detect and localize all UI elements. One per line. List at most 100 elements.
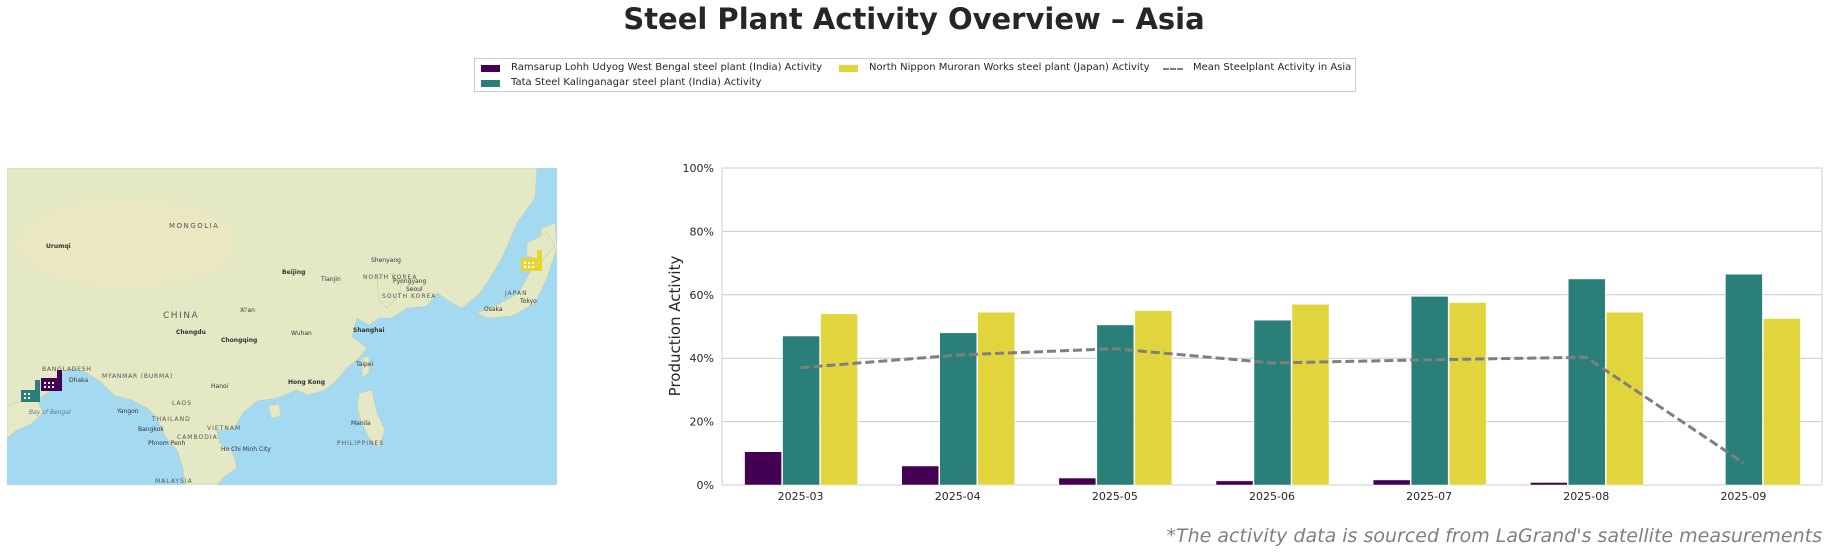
x-axis-ticks: 2025-03 2025-04 2025-05 2025-06 2025-07 2025-… (778, 490, 1767, 503)
map-label-ho-chi-minh-city: Ho Chi Minh City (221, 446, 271, 453)
map-label-mongolia: MONGOLIA (169, 222, 219, 230)
chart-legend: Ramsarup Lohh Udyog West Bengal steel pl… (474, 58, 1356, 92)
y-tick-label: 60% (690, 289, 714, 302)
factory-marker-ramsarup (41, 370, 62, 391)
factory-marker-tata (21, 380, 40, 402)
map-label-chengdu: Chengdu (176, 329, 206, 336)
chart-bars (744, 273, 1801, 486)
map-label-hong-kong: Hong Kong (288, 379, 325, 386)
map-land-korea (376, 272, 403, 309)
map-label-bangladesh: BANGLADESH (42, 366, 92, 373)
map-label-myanmar: MYANMAR (BURMA) (102, 373, 173, 380)
bar-tata-steel-kalinganagar-2025-04 (939, 332, 977, 486)
map-label-phnom-penh: Phnom Penh (148, 440, 186, 447)
map-label-malaysia: MALAYSIA (155, 478, 193, 485)
map-label-cambodia: CAMBODIA (177, 434, 218, 441)
bar-tata-steel-kalinganagar-2025-03 (782, 335, 820, 486)
legend-label-tata: Tata Steel Kalinganagar steel plant (Ind… (511, 77, 762, 88)
map-label-beijing: Beijing (282, 269, 305, 276)
x-tick-label: 2025-07 (1406, 490, 1452, 503)
map-label-south-korea: SOUTH KOREA (382, 293, 436, 300)
bar-north-nippon-muroran-works-2025-06 (1291, 304, 1330, 486)
map-label-china: CHINA (163, 311, 199, 321)
y-tick-label: 80% (690, 225, 714, 238)
map-label-philippines: PHILIPPINES (337, 440, 384, 447)
bar-north-nippon-muroran-works-2025-08 (1606, 311, 1644, 486)
x-tick-label: 2025-08 (1563, 490, 1609, 503)
map-land-hainan (268, 403, 282, 419)
asia-map: MONGOLIA CHINA NORTH KOREA SOUTH KOREA J… (7, 168, 557, 485)
map-label-xian: Xi'an (240, 307, 255, 314)
legend-label-north-nippon: North Nippon Muroran Works steel plant (… (869, 62, 1150, 73)
map-land-japan (476, 222, 557, 319)
x-tick-label: 2025-09 (1720, 490, 1766, 503)
map-labels: MONGOLIA CHINA NORTH KOREA SOUTH KOREA J… (29, 222, 537, 485)
legend-label-mean: Mean Steelplant Activity in Asia (1193, 62, 1352, 73)
map-label-thailand: THAILAND (151, 416, 191, 423)
map-svg: MONGOLIA CHINA NORTH KOREA SOUTH KOREA J… (7, 168, 557, 485)
bar-north-nippon-muroran-works-2025-05 (1134, 310, 1173, 486)
map-label-manila: Manila (351, 420, 371, 427)
map-label-osaka: Osaka (484, 306, 503, 313)
map-label-tianjin: Tianjin (320, 276, 341, 283)
bar-tata-steel-kalinganagar-2025-07 (1410, 296, 1449, 486)
map-land-philippines (356, 389, 386, 449)
bar-ramsarup-lohh-udyog-west-bengal-2025-06 (1215, 480, 1254, 486)
map-label-japan: JAPAN (504, 290, 528, 297)
legend-swatch-ramsarup (481, 65, 500, 72)
y-tick-label: 20% (690, 416, 714, 429)
chart-mean-line (800, 347, 1745, 465)
legend-swatch-north-nippon (839, 65, 858, 72)
bar-north-nippon-muroran-works-2025-04 (977, 311, 1015, 486)
map-label-laos: LAOS (172, 400, 192, 407)
mean-activity-line (800, 347, 1745, 465)
bar-north-nippon-muroran-works-2025-07 (1448, 302, 1487, 486)
map-label-yangon: Yangon (116, 408, 139, 415)
bar-ramsarup-lohh-udyog-west-bengal-2025-05 (1058, 477, 1097, 486)
bar-tata-steel-kalinganagar-2025-08 (1568, 278, 1606, 486)
map-label-hanoi: Hanoi (211, 383, 229, 390)
map-label-tokyo: Tokyo (519, 298, 537, 305)
bar-tata-steel-kalinganagar-2025-05 (1096, 324, 1135, 486)
map-label-wuhan: Wuhan (291, 330, 312, 337)
map-label-vietnam: VIETNAM (207, 425, 241, 432)
bar-ramsarup-lohh-udyog-west-bengal-2025-03 (744, 451, 782, 486)
bar-north-nippon-muroran-works-2025-09 (1763, 318, 1801, 486)
bar-ramsarup-lohh-udyog-west-bengal-2025-07 (1372, 479, 1411, 486)
factory-marker-north-nippon (521, 250, 542, 271)
map-label-chongqing: Chongqing (221, 337, 257, 344)
x-tick-label: 2025-06 (1249, 490, 1295, 503)
x-tick-label: 2025-03 (778, 490, 824, 503)
map-land-hokkaido (526, 232, 556, 261)
map-label-shanghai: Shanghai (353, 327, 385, 334)
map-desert-shading (17, 198, 237, 288)
map-label-seoul: Seoul (406, 286, 423, 293)
legend-swatch-mean (1163, 68, 1183, 70)
legend-swatch-tata (481, 80, 500, 87)
x-tick-label: 2025-05 (1092, 490, 1138, 503)
y-tick-label: 100% (683, 162, 714, 175)
bar-north-nippon-muroran-works-2025-03 (820, 313, 858, 486)
y-axis-ticks: 0% 20% 40% 60% 80% 100% (683, 162, 714, 492)
map-label-bay-of-bengal: Bay of Bengal (29, 409, 71, 416)
x-tick-label: 2025-04 (935, 490, 981, 503)
map-label-shenyang: Shenyang (371, 257, 401, 264)
map-label-dhaka: Dhaka (69, 377, 88, 384)
map-label-urumqi: Urumqi (46, 243, 71, 250)
bar-tata-steel-kalinganagar-2025-06 (1253, 319, 1292, 486)
y-axis-label: Production Activity (666, 256, 684, 397)
footnote: *The activity data is sourced from LaGra… (1166, 525, 1822, 547)
map-land-taiwan (361, 355, 370, 379)
chart-title: Steel Plant Activity Overview – Asia (623, 2, 1205, 36)
bar-tata-steel-kalinganagar-2025-09 (1725, 273, 1763, 486)
map-label-bangkok: Bangkok (138, 426, 164, 433)
legend-label-ramsarup: Ramsarup Lohh Udyog West Bengal steel pl… (511, 62, 823, 73)
bar-ramsarup-lohh-udyog-west-bengal-2025-08 (1530, 482, 1568, 486)
bar-ramsarup-lohh-udyog-west-bengal-2025-04 (901, 465, 939, 486)
y-tick-label: 40% (690, 352, 714, 365)
y-tick-label: 0% (697, 479, 714, 492)
map-label-taipei: Taipei (355, 361, 374, 368)
map-label-pyongyang: Pyongyang (393, 278, 426, 285)
map-label-north-korea: NORTH KOREA (363, 274, 417, 281)
